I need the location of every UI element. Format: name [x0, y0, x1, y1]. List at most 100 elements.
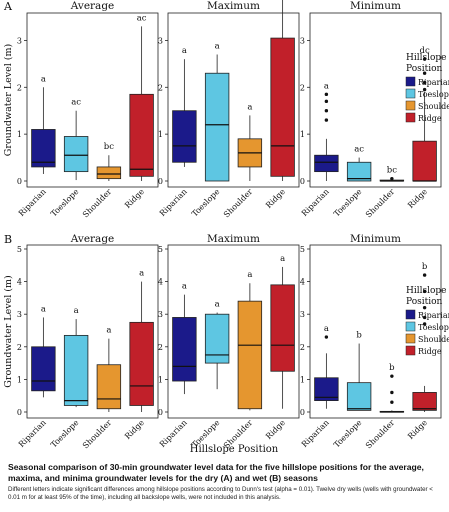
y-tick-label: 0 [158, 177, 163, 186]
outlier-point [422, 80, 427, 85]
y-tick-label: 3 [300, 310, 305, 319]
box [314, 154, 339, 173]
significance-letter: a [280, 254, 285, 264]
x-tick-label: Ridge [123, 418, 146, 441]
significance-letter: a [324, 324, 329, 334]
box [172, 317, 197, 382]
x-tick-label: Shoulder [222, 187, 255, 220]
x-tick-label: Riparian [158, 418, 189, 449]
y-tick-label: 5 [300, 245, 305, 254]
significance-letter: a [74, 306, 79, 316]
box [129, 93, 154, 177]
x-tick-label: Shoulder [364, 418, 397, 451]
significance-letter: dc [420, 46, 430, 56]
x-tick-label: Ridge [264, 418, 287, 441]
legend-label: Riparian [418, 311, 449, 320]
y-tick-label: 0 [300, 408, 305, 417]
x-tick-label: Riparian [17, 187, 48, 218]
x-axis-title: Hillslope Position [190, 444, 279, 455]
legend-label: Toeslope [418, 90, 449, 99]
significance-letter: ac [71, 98, 81, 108]
outlier-point [422, 305, 427, 310]
box [346, 161, 372, 182]
box [270, 37, 295, 177]
legend-title: Hillslope [406, 286, 447, 296]
significance-letter: a [247, 270, 252, 280]
box [314, 377, 339, 401]
y-tick-label: 1 [300, 375, 305, 384]
x-tick-label: Riparian [158, 187, 189, 218]
y-tick-label: 3 [300, 36, 305, 45]
x-tick-label: Ridge [264, 187, 287, 210]
y-tick-label: 2 [158, 83, 163, 92]
outlier-point [390, 374, 394, 378]
panel-label: A [3, 0, 13, 13]
outlier-point [324, 92, 329, 97]
significance-letter: a [41, 304, 46, 314]
y-tick-label: 4 [158, 278, 163, 287]
x-tick-label: Toeslope [332, 418, 364, 450]
y-axis-label: Groundwater Level (m) [3, 44, 14, 156]
x-tick-label: Ridge [406, 187, 429, 210]
x-tick-label: Toeslope [49, 418, 81, 450]
legend-title: Hillslope [406, 53, 447, 63]
x-tick-label: Shoulder [364, 187, 397, 220]
chart-panel-1: Average A Groundwater Level (m) 0 1 2 3 a Ripari… [3, 0, 159, 220]
y-axis-label: Groundwater Level (m) [3, 275, 14, 387]
outlier-point [324, 109, 329, 113]
legend-swatch [405, 76, 416, 87]
chart-panel-6: Minimum 0 1 2 3 4 5 a Riparian b Toeslope b Shoulder… [300, 233, 442, 451]
y-tick-label: 5 [17, 245, 22, 254]
box [270, 284, 295, 372]
box [204, 313, 230, 364]
y-tick-label: 1 [158, 375, 163, 384]
x-tick-label: Riparian [300, 418, 331, 449]
outlier-point [422, 273, 427, 277]
legend-label: Ridge [418, 114, 442, 123]
outlier-point [324, 99, 329, 104]
x-tick-label: Toeslope [190, 187, 222, 219]
outlier-point [324, 335, 329, 339]
box [63, 334, 89, 406]
x-tick-label: Toeslope [49, 187, 81, 219]
significance-letter: a [182, 46, 187, 56]
box [63, 136, 89, 173]
legend-label: Ridge [418, 347, 442, 356]
significance-letter: a [324, 81, 329, 91]
legend-swatch [405, 309, 416, 320]
significance-letter: a [106, 326, 111, 336]
significance-letter: a [247, 102, 252, 112]
box [346, 382, 372, 411]
x-tick-label: Ridge [406, 418, 429, 441]
legend-swatch [405, 333, 416, 344]
box [129, 321, 154, 406]
significance-letter: a [41, 74, 46, 84]
caption-title: Seasonal comparison of 30-min groundwate… [8, 462, 424, 483]
legend-label: Riparian [418, 78, 449, 87]
y-tick-label: 4 [17, 278, 22, 287]
y-tick-label: 3 [17, 310, 22, 319]
significance-letter: a [139, 269, 144, 279]
x-tick-label: Toeslope [332, 187, 364, 219]
legend-label: Toeslope [418, 323, 449, 332]
y-tick-label: 2 [17, 83, 22, 92]
box [204, 72, 230, 182]
x-tick-label: Riparian [17, 418, 48, 449]
legend-swatch [405, 345, 416, 356]
y-tick-label: 5 [158, 245, 163, 254]
significance-letter: b [356, 331, 362, 341]
x-tick-label: Riparian [300, 187, 331, 218]
caption: Seasonal comparison of 30-min groundwate… [8, 462, 444, 502]
x-tick-label: Shoulder [81, 418, 114, 451]
box [31, 129, 56, 168]
outlier-point [422, 315, 427, 320]
x-tick-label: Shoulder [81, 187, 114, 220]
significance-letter: b [389, 363, 395, 373]
chart-panel-4: Average B Groundwater Level (m) 0 1 2 3 4 5 a Ripa… [3, 233, 159, 451]
panel-title: Maximum [207, 233, 260, 245]
y-tick-label: 0 [158, 408, 163, 417]
panel-label: B [4, 233, 12, 246]
caption-note: Different letters indicate significant d… [8, 486, 433, 501]
y-tick-label: 2 [300, 343, 305, 352]
